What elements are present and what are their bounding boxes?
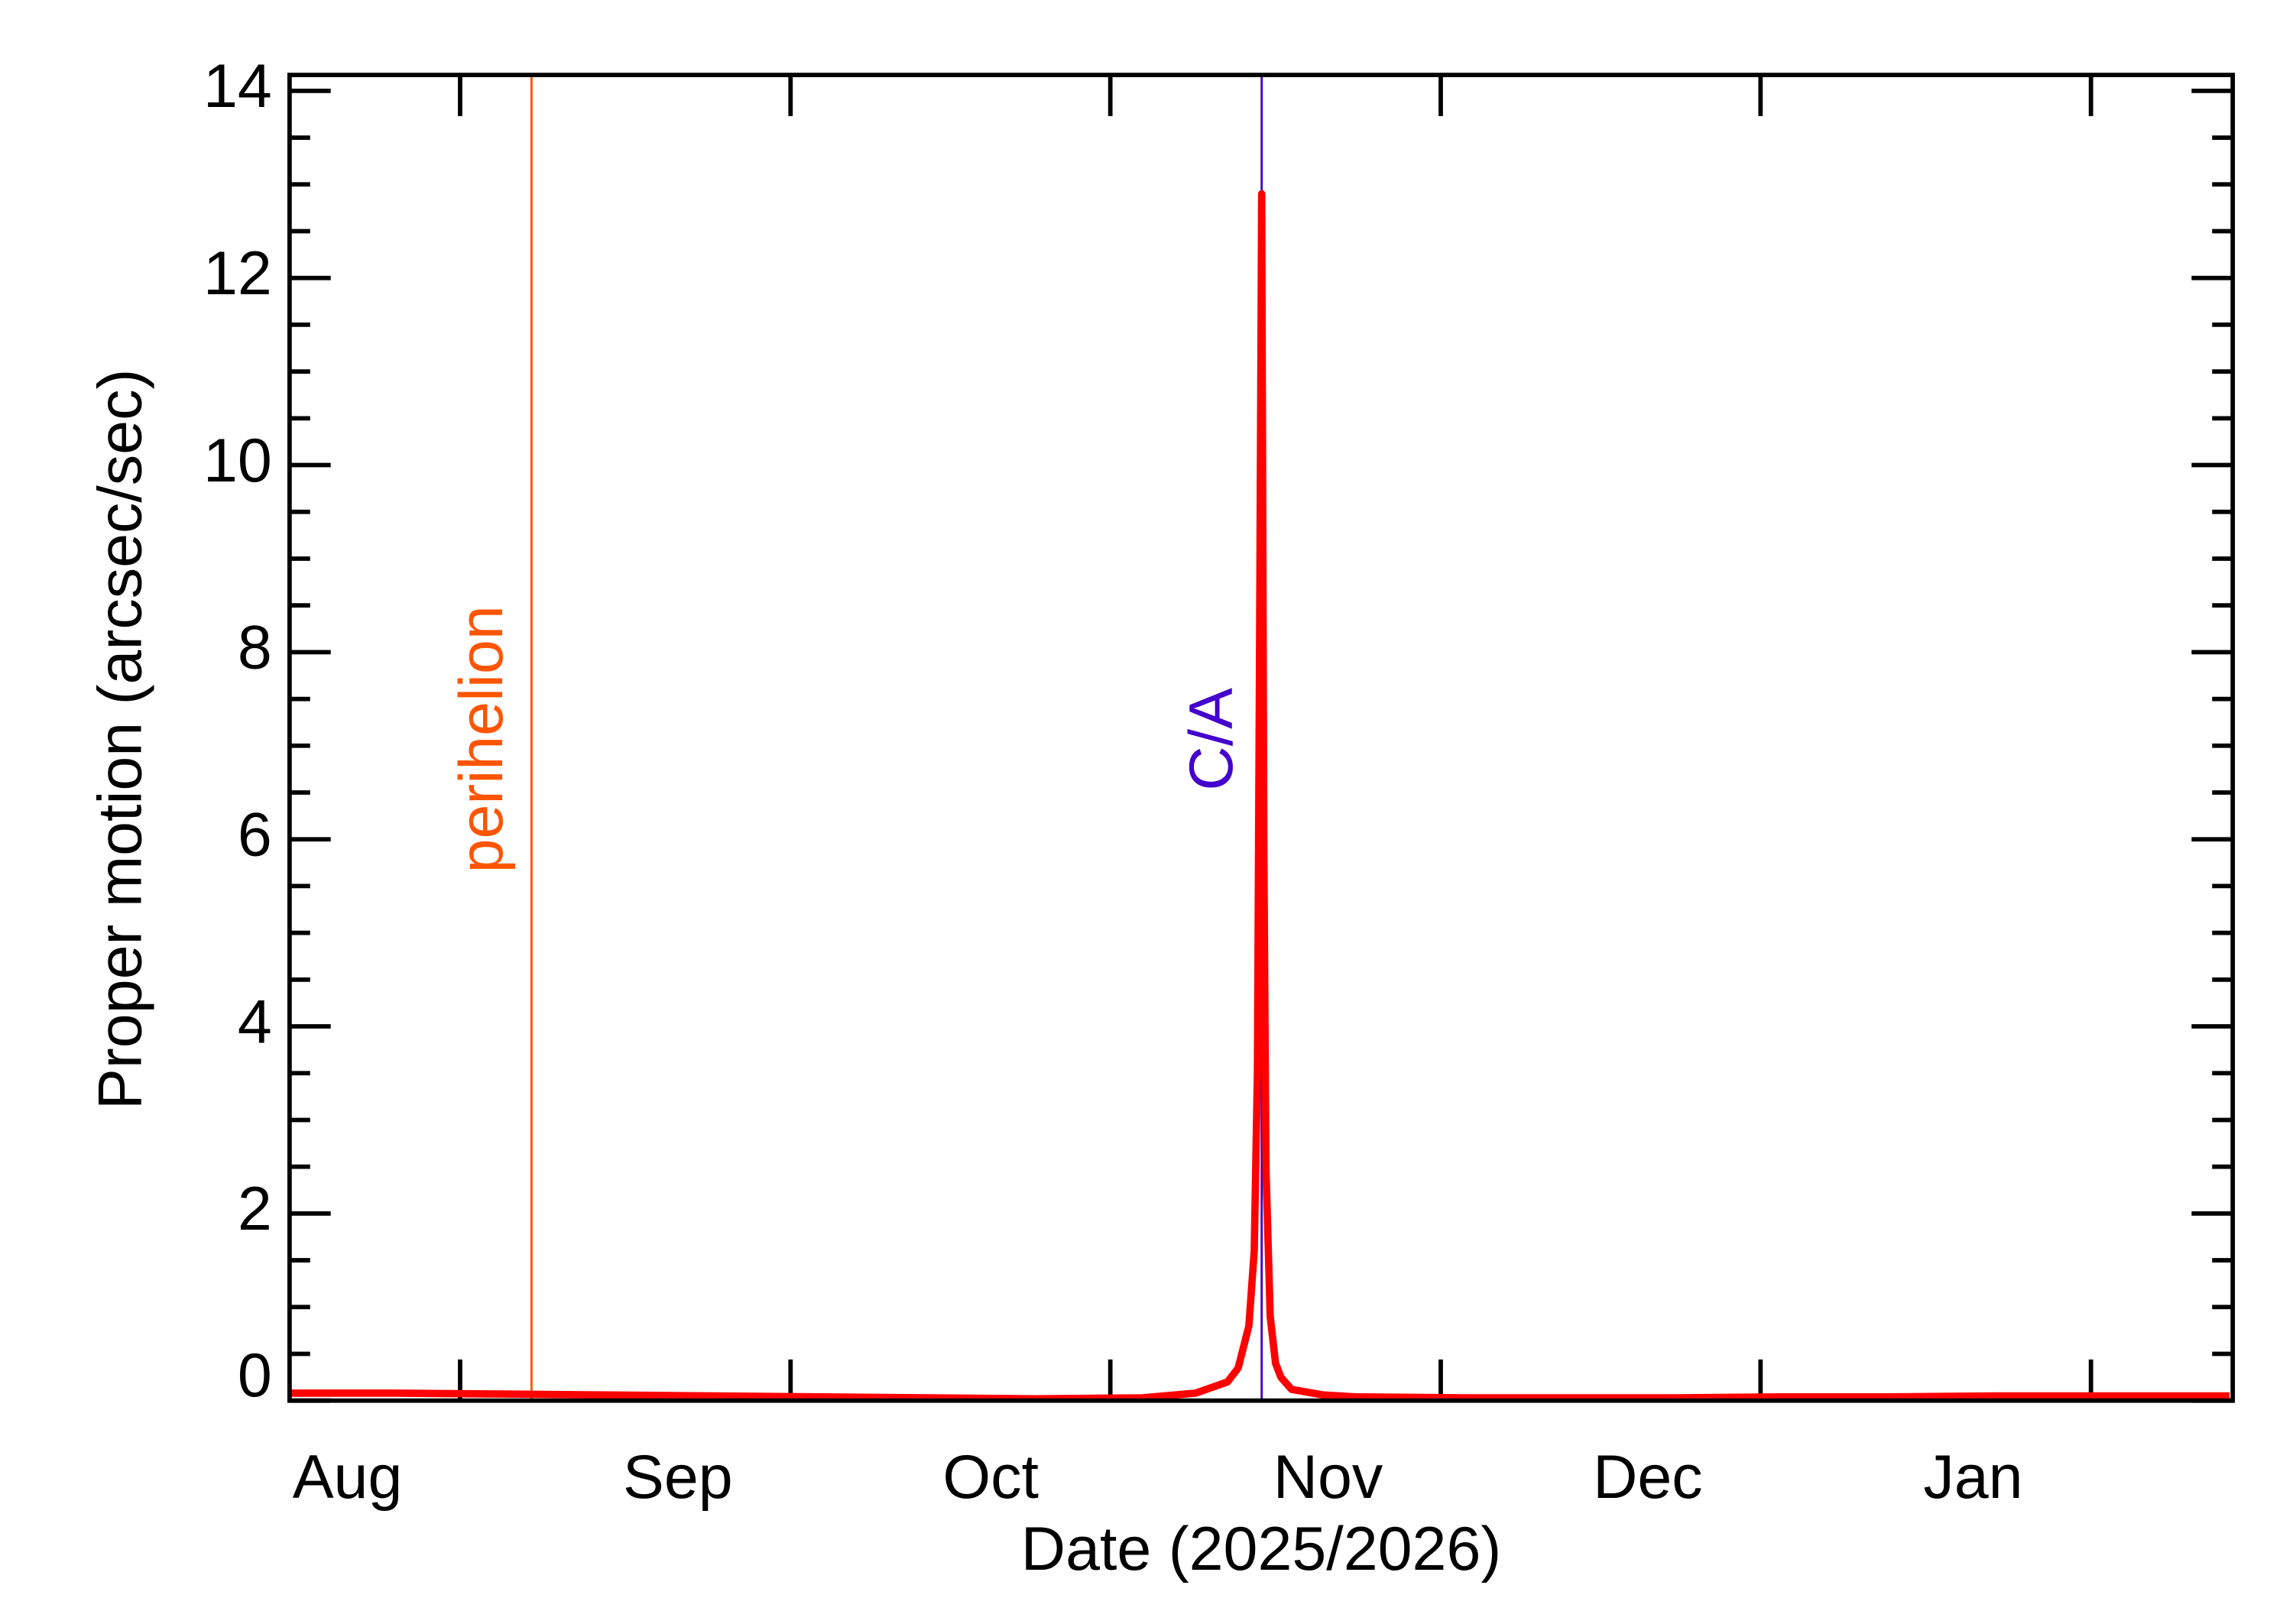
data-line: [289, 190, 2230, 1403]
x-tick-label: Jan: [1923, 1443, 2022, 1512]
y-tick-label: 6: [238, 801, 272, 870]
y-axis-label: Proper motion (arcsec/sec): [86, 369, 155, 1110]
y-tick-label: 8: [238, 614, 272, 682]
plot-frame: [287, 73, 2236, 1403]
x-tick-label: Sep: [623, 1443, 733, 1512]
x-tick-label: Aug: [293, 1443, 403, 1512]
x-tick-label: Dec: [1593, 1443, 1703, 1512]
annotation-label: perihelion: [447, 605, 516, 873]
x-tick-label: Oct: [942, 1443, 1039, 1512]
x-axis-label: Date (2025/2026): [1021, 1515, 1502, 1583]
y-tick-label: 0: [238, 1341, 272, 1410]
y-tick-label: 12: [203, 239, 272, 308]
x-tick-label: Nov: [1273, 1443, 1383, 1512]
y-tick-label: 4: [238, 987, 272, 1056]
y-tick-label: 2: [238, 1175, 272, 1243]
y-tick-label: 14: [203, 52, 272, 121]
y-tick-label: 10: [203, 426, 272, 495]
annotation-label: C/A: [1177, 688, 1246, 791]
